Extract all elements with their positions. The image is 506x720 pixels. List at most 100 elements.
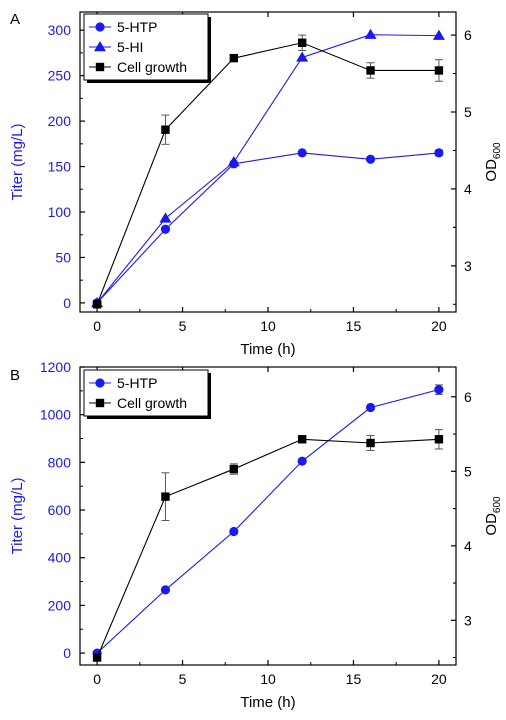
panel-a-series-5-htp <box>92 148 444 308</box>
panel-b-series-cell-growth <box>92 429 444 662</box>
panel-a-series-cell-growth-point <box>366 66 375 75</box>
panel-b-legend-marker <box>95 398 105 408</box>
panel-a-label: A <box>10 11 20 28</box>
panel-b-series-5-htp <box>92 384 444 658</box>
panel-a-series-cell-growth-line <box>96 42 439 305</box>
panel-b-yr-tick-label: 3 <box>464 612 472 628</box>
panel-b-x-tick-label: 20 <box>431 671 447 687</box>
panel-a-legend-item: Cell growth <box>89 59 187 75</box>
od-text: OD <box>483 513 500 536</box>
panel-b-yl-tick-label: 600 <box>48 502 72 518</box>
panel-b-y-left-axis-label: Titer (mg/L) <box>9 478 26 555</box>
panel-a-series-5-hi-point <box>227 156 240 167</box>
panel-a-series-5-htp-point <box>160 224 171 234</box>
panel-b-legend: 5-HTP Cell growth <box>83 369 211 419</box>
panel-a-legend-marker <box>95 62 105 72</box>
od-subscript: 600 <box>492 142 503 159</box>
panel-a-series-5-hi-point <box>364 28 377 39</box>
panel-a-legend-marker <box>94 41 106 52</box>
panel-b-yl-tick-label: 0 <box>63 645 71 661</box>
panel-b-yl-tick-label: 200 <box>48 597 72 613</box>
panel-a-series-cell-growth <box>92 34 444 309</box>
panel-b-legend-marker <box>95 378 105 388</box>
panel-a-legend: 5-HTP 5-HI Cell growth <box>83 13 211 83</box>
panel-b-series-5-htp-line <box>96 389 440 654</box>
panel-a-yl-tick-label: 0 <box>63 295 71 311</box>
panel-b-legend-item: 5-HTP <box>89 375 157 391</box>
panel-b-series-5-htp-point <box>160 585 171 595</box>
panel-b-yl-tick-label: 800 <box>48 454 72 470</box>
panel-a-series-5-hi-point <box>296 51 309 62</box>
panel-a-legend-label: Cell growth <box>117 59 187 75</box>
panel-b-series-cell-growth-point <box>297 435 307 444</box>
panel-a-series-5-htp-point <box>297 148 307 158</box>
panel-b-series-5-htp-point <box>365 402 376 413</box>
panel-a-yl-tick-label: 300 <box>48 22 72 38</box>
panel-b-series-cell-growth-point <box>161 492 170 501</box>
panel-b-yl-tick-label: 1200 <box>40 359 71 375</box>
panel-a-legend-label: 5-HI <box>117 39 143 55</box>
od-subscript: 600 <box>492 496 503 513</box>
panel-a-series-5-hi-line <box>96 34 439 304</box>
od-text: OD <box>483 159 500 182</box>
panel-b-yr-tick-label: 6 <box>464 389 472 405</box>
panel-a-series-cell-growth-point <box>161 125 170 134</box>
panel-b-x-tick-label: 10 <box>260 671 276 687</box>
panel-a-x-tick-label: 10 <box>260 318 276 334</box>
panel-a-yr-tick-label: 4 <box>464 181 472 197</box>
panel-a-yr-tick-label: 3 <box>464 258 472 274</box>
panel-b-series-5-htp-point <box>434 385 444 395</box>
panel-b-label: B <box>10 367 20 384</box>
panel-a-yl-tick-label: 50 <box>55 249 71 265</box>
panel-b-series-5-htp-point <box>229 526 239 537</box>
panel-b-y-right-axis-label: OD600 <box>483 496 503 536</box>
panel-b-legend-box <box>83 369 209 417</box>
panel-b-legend-label: Cell growth <box>117 395 187 411</box>
panel-b-x-tick-label: 5 <box>179 671 187 687</box>
panel-b-yl-tick-label: 400 <box>48 550 72 566</box>
panel-a-x-tick-label: 20 <box>431 318 447 334</box>
panel-a-series-5-htp-line <box>96 152 439 304</box>
panel-a-x-axis-label: Time (h) <box>240 341 295 358</box>
panel-b-legend-item: Cell growth <box>89 395 187 411</box>
panel-a-yl-tick-label: 150 <box>48 159 72 175</box>
panel-a-legend-label: 5-HTP <box>117 19 157 35</box>
panel-b-x-tick-label: 15 <box>346 671 362 687</box>
panel-a-yl-tick-label: 250 <box>48 68 72 84</box>
panel-a-y-left-axis-label: Titer (mg/L) <box>9 124 26 201</box>
panel-a-legend-item: 5-HI <box>89 39 143 55</box>
panel-a-legend-marker <box>95 22 105 32</box>
panel-b-series-cell-growth-point <box>434 435 444 444</box>
panel-a-series-5-hi-point <box>159 212 172 223</box>
panel-b-yr-tick-label: 4 <box>464 538 472 554</box>
panel-b-series-5-htp-point <box>297 456 307 466</box>
panel-a-yr-tick-label: 5 <box>464 104 472 120</box>
panel-a-y-right-axis-label: OD600 <box>483 142 503 182</box>
panel-a-series-cell-growth-point <box>297 38 307 47</box>
panel-a-x-tick-label: 5 <box>179 318 187 334</box>
panel-a-series-cell-growth-point <box>92 300 102 309</box>
panel-b-x-tick-label: 0 <box>93 671 101 687</box>
panel-b-yl-tick-label: 1000 <box>40 407 71 423</box>
panel-a-x-tick-label: 0 <box>93 318 101 334</box>
panel-a-x-tick-label: 15 <box>346 318 362 334</box>
panel-a-series-cell-growth-point <box>434 66 444 75</box>
panel-a-series-5-htp-point <box>434 148 444 158</box>
panel-b-series-cell-growth-point <box>229 464 239 474</box>
panel-a-series-5-hi-point <box>432 29 445 40</box>
panel-b-x-axis-label: Time (h) <box>240 694 295 711</box>
panel-b-series-cell-growth-point <box>92 653 102 662</box>
panel-b-series-cell-growth-point <box>366 438 375 448</box>
panel-a-yr-tick-label: 6 <box>464 27 472 43</box>
panel-a-yl-tick-label: 200 <box>48 113 72 129</box>
panel-a-yl-tick-label: 100 <box>48 204 72 220</box>
panel-b-yr-tick-label: 5 <box>464 463 472 479</box>
panel-a-series-5-htp-point <box>365 154 376 164</box>
panel-a-series-cell-growth-point <box>229 53 239 63</box>
panel-b-series-cell-growth-line <box>96 438 439 658</box>
panel-a-legend-item: 5-HTP <box>89 19 157 35</box>
panel-b-legend-label: 5-HTP <box>117 375 157 391</box>
